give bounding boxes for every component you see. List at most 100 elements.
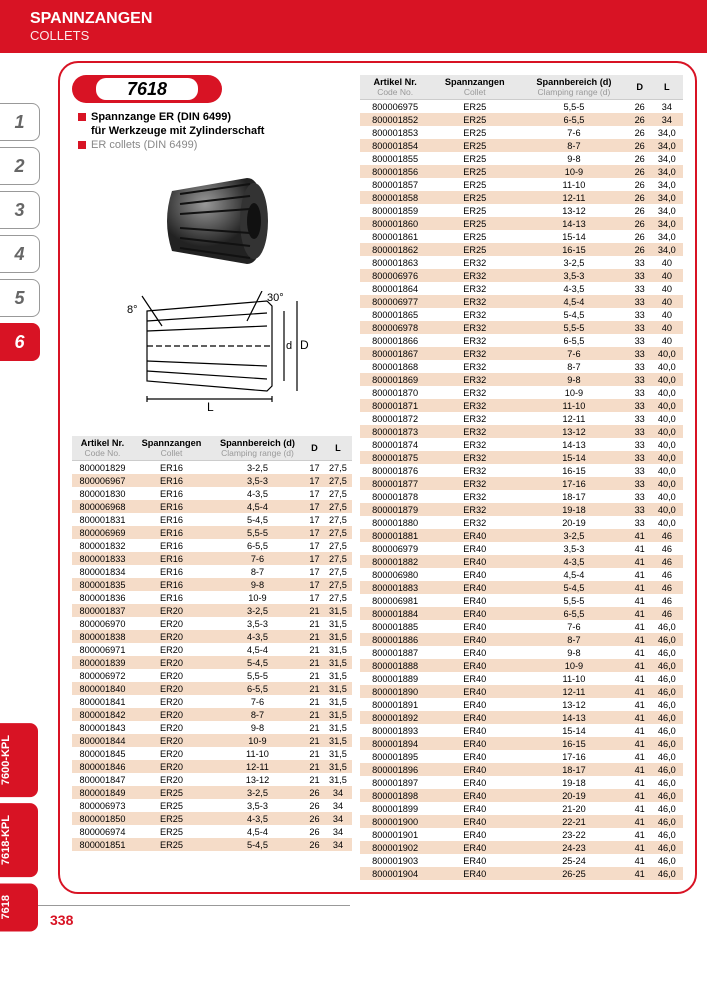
table-row: 800001861ER2515-142634,0 xyxy=(360,230,683,243)
nav-tab-4[interactable]: 4 xyxy=(0,235,40,273)
table-row: 800006971ER204,5-42131,5 xyxy=(72,643,352,656)
table-row: 800001902ER4024-234146,0 xyxy=(360,841,683,854)
table-row: 800001863ER323-2,53340 xyxy=(360,256,683,269)
table-row: 800006973ER253,5-32634 xyxy=(72,799,352,812)
table-row: 800001857ER2511-102634,0 xyxy=(360,178,683,191)
spec-table-right: Artikel Nr.Code No.SpannzangenColletSpan… xyxy=(360,75,683,880)
col-range: Spannbereich (d)Clamping range (d) xyxy=(210,436,305,461)
table-row: 800006969ER165,5-51727,5 xyxy=(72,526,352,539)
header-title-de: SPANNZANGEN xyxy=(30,10,677,28)
table-row: 800001846ER2012-112131,5 xyxy=(72,760,352,773)
table-row: 800001837ER203-2,52131,5 xyxy=(72,604,352,617)
page-number: 338 xyxy=(0,905,350,938)
table-row: 800001836ER1610-91727,5 xyxy=(72,591,352,604)
table-row: 800001851ER255-4,52634 xyxy=(72,838,352,851)
table-row: 800006979ER403,5-34146 xyxy=(360,542,683,555)
table-row: 800001833ER167-61727,5 xyxy=(72,552,352,565)
table-row: 800001850ER254-3,52634 xyxy=(72,812,352,825)
table-row: 800001886ER408-74146,0 xyxy=(360,633,683,646)
table-row: 800006970ER203,5-32131,5 xyxy=(72,617,352,630)
table-row: 800001867ER327-63340,0 xyxy=(360,347,683,360)
table-row: 800001871ER3211-103340,0 xyxy=(360,399,683,412)
table-row: 800001901ER4023-224146,0 xyxy=(360,828,683,841)
table-row: 800001868ER328-73340,0 xyxy=(360,360,683,373)
col-collet: SpannzangenCollet xyxy=(430,75,519,100)
svg-text:d: d xyxy=(286,340,292,352)
product-code-badge: 7618 xyxy=(72,75,222,103)
col-article: Artikel Nr.Code No. xyxy=(360,75,430,100)
table-row: 800001887ER409-84146,0 xyxy=(360,646,683,659)
col-d: D xyxy=(629,75,651,100)
table-row: 800001892ER4014-134146,0 xyxy=(360,711,683,724)
desc-de-1: Spannzange ER (DIN 6499) xyxy=(78,111,352,123)
svg-text:30°: 30° xyxy=(267,292,284,304)
table-row: 800006968ER164,5-41727,5 xyxy=(72,500,352,513)
table-row: 800001849ER253-2,52634 xyxy=(72,786,352,799)
header-title-en: COLLETS xyxy=(30,28,677,43)
table-row: 800001838ER204-3,52131,5 xyxy=(72,630,352,643)
nav-tab-3[interactable]: 3 xyxy=(0,191,40,229)
table-row: 800001864ER324-3,53340 xyxy=(360,282,683,295)
table-row: 800001889ER4011-104146,0 xyxy=(360,672,683,685)
table-row: 800001842ER208-72131,5 xyxy=(72,708,352,721)
table-row: 800001870ER3210-93340,0 xyxy=(360,386,683,399)
table-row: 800001882ER404-3,54146 xyxy=(360,555,683,568)
table-row: 800006974ER254,5-42634 xyxy=(72,825,352,838)
desc-de-2: für Werkzeuge mit Zylinderschaft xyxy=(91,125,352,137)
product-panel: 7618 Spannzange ER (DIN 6499) für Werkze… xyxy=(58,61,697,894)
table-row: 800001903ER4025-244146,0 xyxy=(360,854,683,867)
table-row: 800001865ER325-4,53340 xyxy=(360,308,683,321)
table-row: 800001898ER4020-194146,0 xyxy=(360,789,683,802)
table-row: 800001897ER4019-184146,0 xyxy=(360,776,683,789)
table-row: 800001831ER165-4,51727,5 xyxy=(72,513,352,526)
table-row: 800001880ER3220-193340,0 xyxy=(360,516,683,529)
table-row: 800001894ER4016-154146,0 xyxy=(360,737,683,750)
table-row: 800001875ER3215-143340,0 xyxy=(360,451,683,464)
table-row: 800001866ER326-5,53340 xyxy=(360,334,683,347)
table-row: 800001896ER4018-174146,0 xyxy=(360,763,683,776)
svg-text:D: D xyxy=(300,338,309,352)
table-row: 800001890ER4012-114146,0 xyxy=(360,685,683,698)
svg-text:L: L xyxy=(207,400,214,414)
table-row: 800001893ER4015-144146,0 xyxy=(360,724,683,737)
page-header: SPANNZANGEN COLLETS xyxy=(0,0,707,53)
col-range: Spannbereich (d)Clamping range (d) xyxy=(519,75,629,100)
table-row: 800001885ER407-64146,0 xyxy=(360,620,683,633)
table-row: 800006967ER163,5-31727,5 xyxy=(72,474,352,487)
svg-text:8°: 8° xyxy=(127,304,138,316)
product-image xyxy=(72,166,352,276)
vert-tab-7618[interactable]: 7618 xyxy=(0,883,38,931)
table-row: 800001881ER403-2,54146 xyxy=(360,529,683,542)
col-collet: SpannzangenCollet xyxy=(133,436,210,461)
table-row: 800001878ER3218-173340,0 xyxy=(360,490,683,503)
table-row: 800001854ER258-72634,0 xyxy=(360,139,683,152)
table-row: 800001839ER205-4,52131,5 xyxy=(72,656,352,669)
side-nav: 123456 7600-KPL7618-KPL7618 xyxy=(0,53,48,902)
col-l: L xyxy=(651,75,683,100)
table-row: 800001877ER3217-163340,0 xyxy=(360,477,683,490)
table-row: 800001888ER4010-94146,0 xyxy=(360,659,683,672)
col-l: L xyxy=(324,436,352,461)
table-row: 800001860ER2514-132634,0 xyxy=(360,217,683,230)
nav-tab-6[interactable]: 6 xyxy=(0,323,40,361)
table-row: 800006977ER324,5-43340 xyxy=(360,295,683,308)
table-row: 800001869ER329-83340,0 xyxy=(360,373,683,386)
table-row: 800001874ER3214-133340,0 xyxy=(360,438,683,451)
table-row: 800001845ER2011-102131,5 xyxy=(72,747,352,760)
col-article: Artikel Nr.Code No. xyxy=(72,436,133,461)
nav-tab-5[interactable]: 5 xyxy=(0,279,40,317)
vert-tab-7600-kpl[interactable]: 7600-KPL xyxy=(0,723,38,797)
table-row: 800001856ER2510-92634,0 xyxy=(360,165,683,178)
table-row: 800001852ER256-5,52634 xyxy=(360,113,683,126)
nav-tab-2[interactable]: 2 xyxy=(0,147,40,185)
table-row: 800001899ER4021-204146,0 xyxy=(360,802,683,815)
table-row: 800006976ER323,5-33340 xyxy=(360,269,683,282)
table-row: 800001832ER166-5,51727,5 xyxy=(72,539,352,552)
table-row: 800001841ER207-62131,5 xyxy=(72,695,352,708)
table-row: 800001847ER2013-122131,5 xyxy=(72,773,352,786)
nav-tab-1[interactable]: 1 xyxy=(0,103,40,141)
table-row: 800001844ER2010-92131,5 xyxy=(72,734,352,747)
table-row: 800001872ER3212-113340,0 xyxy=(360,412,683,425)
vert-tab-7618-kpl[interactable]: 7618-KPL xyxy=(0,803,38,877)
table-row: 800001862ER2516-152634,0 xyxy=(360,243,683,256)
